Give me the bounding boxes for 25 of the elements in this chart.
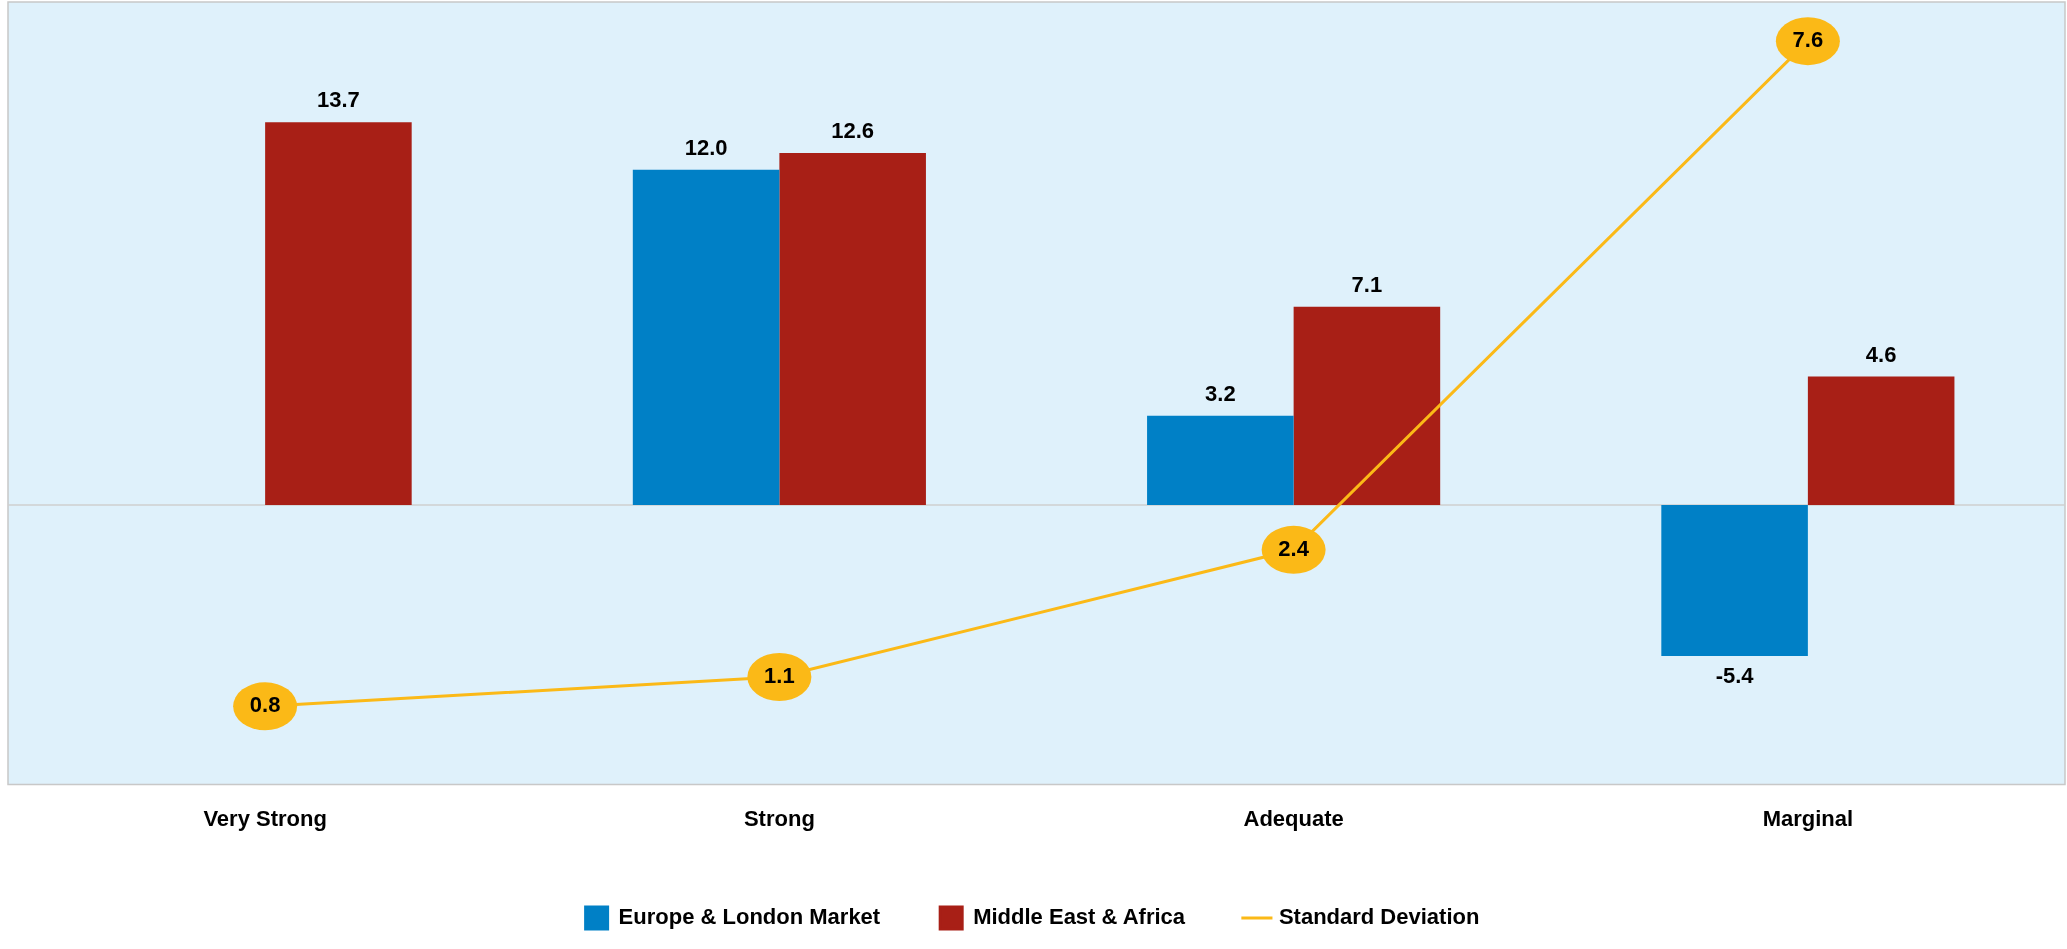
legend-label: Standard Deviation	[1278, 904, 1480, 930]
bar	[632, 169, 780, 506]
data-label: 3.2	[1205, 380, 1236, 406]
x-tick-label: Adequate	[1243, 805, 1344, 831]
data-label: 4.6	[1865, 341, 1897, 367]
bar	[779, 152, 926, 506]
data-label: 13.7	[316, 87, 360, 113]
data-label: -5.4	[1715, 663, 1755, 689]
data-label: 1.1	[764, 663, 795, 689]
data-label: 2.4	[1278, 535, 1310, 561]
legend-label: Middle East & Africa	[973, 904, 1186, 930]
data-label: 7.6	[1792, 27, 1824, 53]
bar	[1807, 376, 1955, 506]
x-tick-label: Strong	[743, 805, 815, 831]
data-label: 7.1	[1351, 271, 1383, 297]
bar	[1661, 505, 1808, 657]
bar	[1147, 415, 1294, 506]
x-tick-label: Very Strong	[203, 805, 327, 831]
data-label: 0.8	[249, 692, 281, 718]
x-tick-label: Marginal	[1762, 805, 1854, 831]
bar	[265, 122, 412, 506]
data-label: 12.0	[684, 134, 728, 160]
bar	[1293, 306, 1441, 506]
legend-label: Europe & London Market	[618, 904, 881, 930]
data-label: 12.6	[831, 117, 875, 143]
